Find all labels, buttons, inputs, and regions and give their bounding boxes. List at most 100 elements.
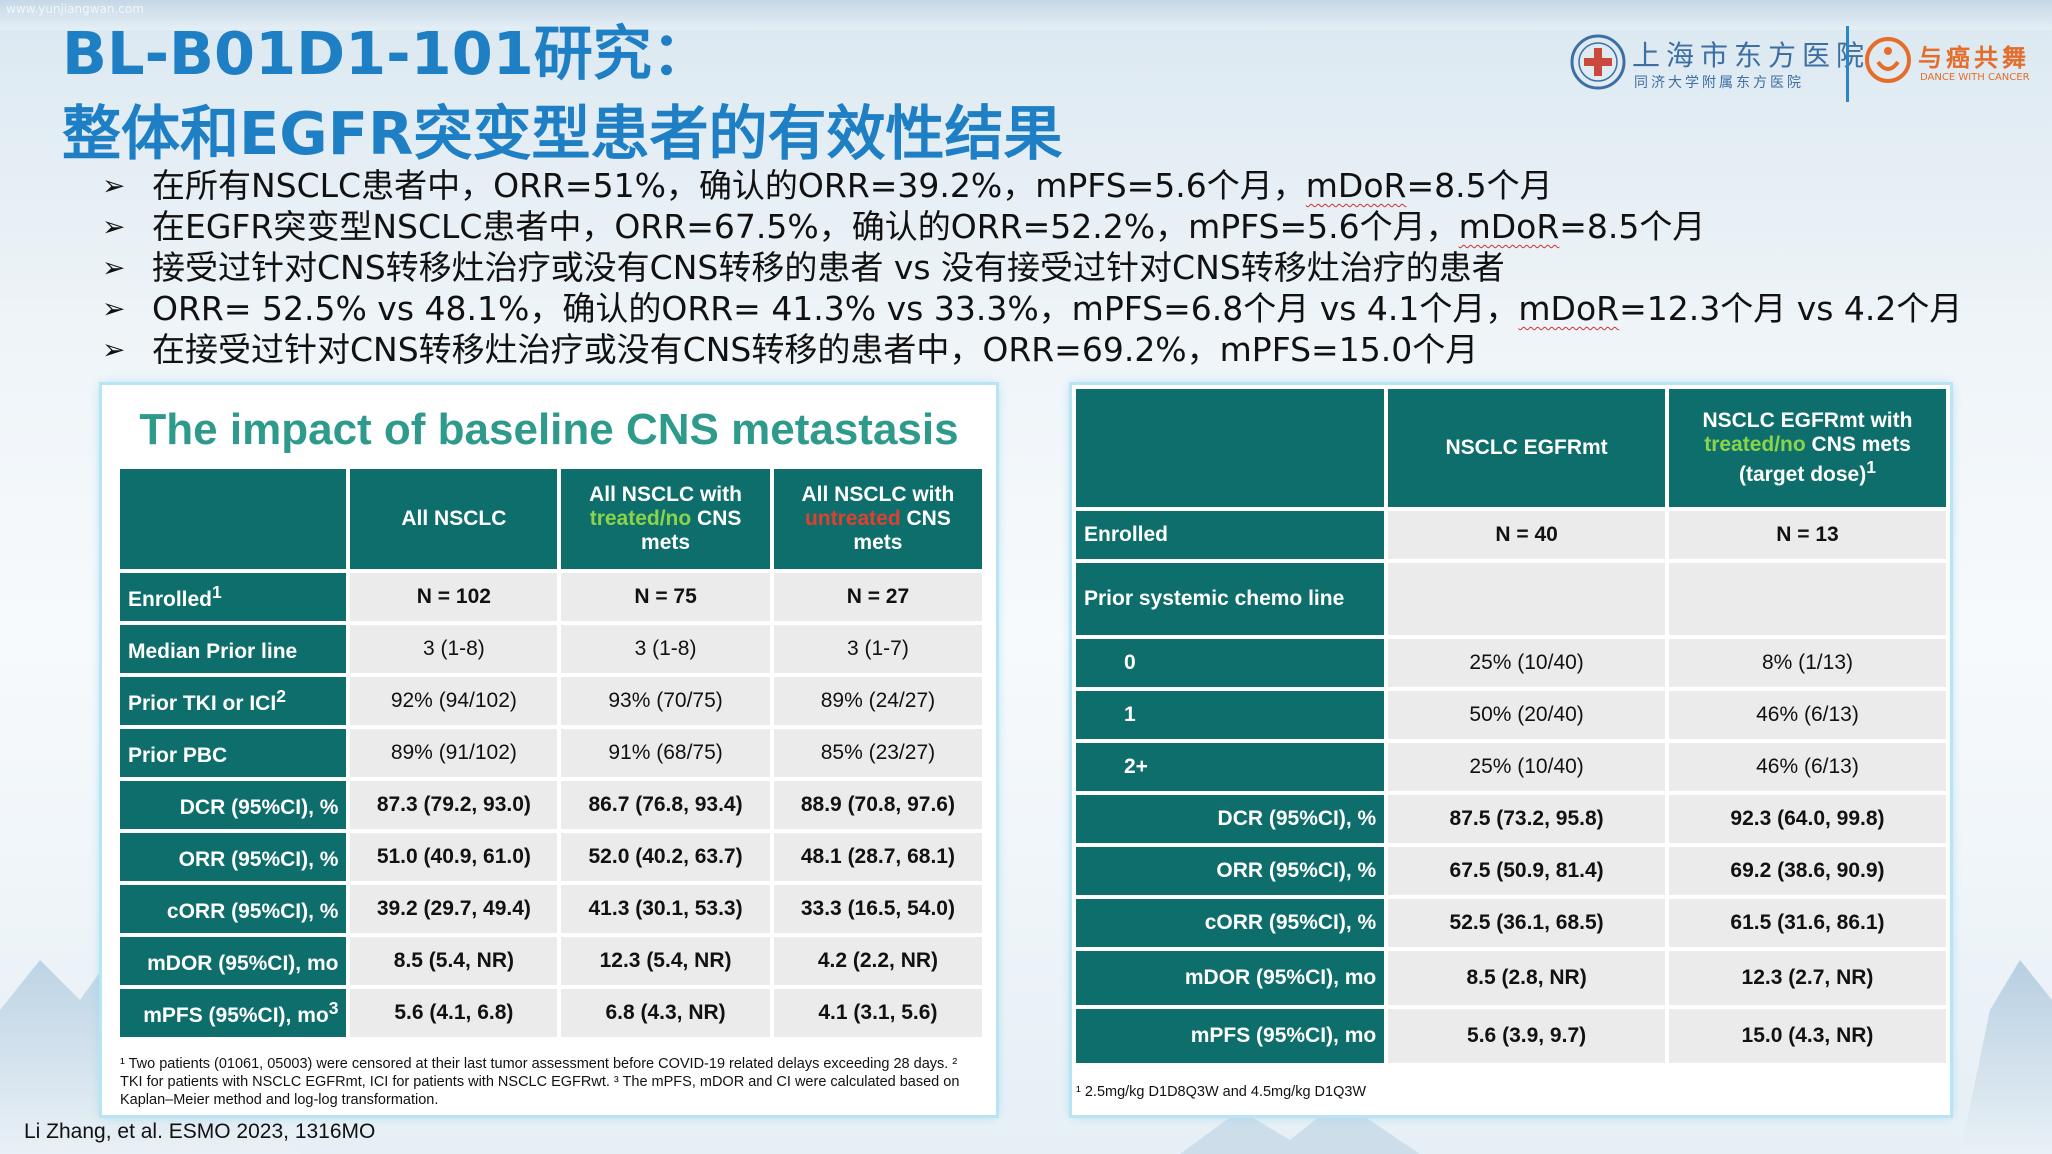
table-cell: 15.0 (4.3, NR)	[1668, 1009, 1946, 1063]
table-cell: N = 102	[350, 573, 558, 621]
table-cell: 67.5 (50.9, 81.4)	[1388, 847, 1665, 895]
table-row: DCR (95%CI), % 87.5 (73.2, 95.8) 92.3 (6…	[1076, 795, 1946, 843]
arrow-bullet-icon: ➢	[102, 251, 126, 284]
citation: Li Zhang, et al. ESMO 2023, 1316MO	[24, 1120, 376, 1143]
table-cell: 5.6 (3.9, 9.7)	[1388, 1009, 1665, 1063]
table-cell: 8% (1/13)	[1668, 639, 1946, 687]
row-label: cORR (95%CI), %	[120, 885, 347, 933]
table-cell: 41.3 (30.1, 53.3)	[561, 885, 770, 933]
row-label: DCR (95%CI), %	[120, 781, 347, 829]
bullet-item: ➢ 接受过针对CNS转移灶治疗或没有CNS转移的患者 vs 没有接受过针对CNS转…	[102, 248, 1505, 287]
table-cell: 25% (10/40)	[1388, 743, 1665, 791]
table-cell: 33.3 (16.5, 54.0)	[773, 885, 982, 933]
row-label: ORR (95%CI), %	[1076, 847, 1385, 895]
table-cell	[1668, 563, 1946, 635]
table-cell: N = 13	[1668, 511, 1946, 559]
table-row: Prior PBC 89% (91/102) 91% (68/75) 85% (…	[120, 729, 982, 777]
table-cell	[1388, 563, 1665, 635]
arrow-bullet-icon: ➢	[102, 169, 126, 202]
table-cell: 52.5 (36.1, 68.5)	[1388, 899, 1665, 947]
table-cell: 39.2 (29.7, 49.4)	[350, 885, 558, 933]
cns-impact-panel: The impact of baseline CNS metastasis Al…	[102, 385, 996, 1115]
table-row: mDOR (95%CI), mo 8.5 (2.8, NR) 12.3 (2.7…	[1076, 951, 1946, 1005]
table-cell: 52.0 (40.2, 63.7)	[561, 833, 770, 881]
arrow-bullet-icon: ➢	[102, 333, 126, 366]
cns-impact-table: All NSCLC All NSCLC with treated/no CNS m…	[116, 465, 986, 1041]
table-cell: 61.5 (31.6, 86.1)	[1668, 899, 1946, 947]
header-all-nsclc: All NSCLC	[350, 469, 558, 569]
table-cell: 48.1 (28.7, 68.1)	[773, 833, 982, 881]
egfr-panel: NSCLC EGFRmt NSCLC EGFRmt with treated/no…	[1072, 385, 1950, 1115]
table-row: mPFS (95%CI), mo3 5.6 (4.1, 6.8) 6.8 (4.…	[120, 989, 982, 1037]
watermark: www.yunjiangwan.com	[6, 2, 144, 16]
table-row: cORR (95%CI), % 52.5 (36.1, 68.5) 61.5 (…	[1076, 899, 1946, 947]
table-cell: N = 75	[561, 573, 770, 621]
table-row: Prior TKI or ICI2 92% (94/102) 93% (70/7…	[120, 677, 982, 725]
bullet-item: ➢ 在所有NSCLC患者中，ORR=51%，确认的ORR=39.2%，mPFS=5…	[102, 166, 1553, 205]
hospital-subname: 同济大学附属东方医院	[1634, 75, 1804, 91]
row-label: mDOR (95%CI), mo	[1076, 951, 1385, 1005]
row-label: Prior TKI or ICI2	[120, 677, 347, 725]
row-label: Prior systemic chemo line	[1076, 563, 1385, 635]
table-cell: 5.6 (4.1, 6.8)	[350, 989, 558, 1037]
table-cell: 87.3 (79.2, 93.0)	[350, 781, 558, 829]
dance-with-cancer-name: 与癌共舞	[1918, 44, 2030, 72]
row-label: Enrolled1	[120, 573, 347, 621]
table-cell: 51.0 (40.9, 61.0)	[350, 833, 558, 881]
table-cell: 46% (6/13)	[1668, 743, 1946, 791]
table-row: ORR (95%CI), % 51.0 (40.9, 61.0) 52.0 (4…	[120, 833, 982, 881]
table-cell: 50% (20/40)	[1388, 691, 1665, 739]
row-label: 0	[1076, 639, 1385, 687]
arrow-bullet-icon: ➢	[102, 292, 126, 325]
row-label: ORR (95%CI), %	[120, 833, 347, 881]
table-cell: 4.2 (2.2, NR)	[773, 937, 982, 985]
header-nsclc-egfrmt: NSCLC EGFRmt	[1388, 389, 1665, 507]
table-row: 1 50% (20/40) 46% (6/13)	[1076, 691, 1946, 739]
bullet-list: ➢ 在所有NSCLC患者中，ORR=51%，确认的ORR=39.2%，mPFS=5…	[102, 165, 1962, 370]
table-row: mPFS (95%CI), mo 5.6 (3.9, 9.7) 15.0 (4.…	[1076, 1009, 1946, 1063]
cns-impact-title: The impact of baseline CNS metastasis	[139, 405, 959, 454]
table-row: ORR (95%CI), % 67.5 (50.9, 81.4) 69.2 (3…	[1076, 847, 1946, 895]
header-corner-cell	[120, 469, 347, 569]
table-cell: 8.5 (2.8, NR)	[1388, 951, 1665, 1005]
slide-title: BL-B01D1-101研究： 整体和EGFR突变型患者的有效性结果	[62, 14, 1062, 174]
table-cell: 6.8 (4.3, NR)	[561, 989, 770, 1037]
table-cell: 12.3 (2.7, NR)	[1668, 951, 1946, 1005]
header-untreated-cns: All NSCLC with untreated CNS mets	[773, 469, 982, 569]
left-table-footnote: ¹ Two patients (01061, 05003) were censo…	[120, 1056, 960, 1108]
table-cell: 87.5 (73.2, 95.8)	[1388, 795, 1665, 843]
header-treated-cns: All NSCLC with treated/no CNS mets	[561, 469, 770, 569]
table-cell: 8.5 (5.4, NR)	[350, 937, 558, 985]
table-cell: 86.7 (76.8, 93.4)	[561, 781, 770, 829]
table-cell: 85% (23/27)	[773, 729, 982, 777]
dance-with-cancer-logo-icon	[1865, 37, 1911, 83]
table-cell: 46% (6/13)	[1668, 691, 1946, 739]
table-cell: 92.3 (64.0, 99.8)	[1668, 795, 1946, 843]
table-cell: 92% (94/102)	[350, 677, 558, 725]
logo-area: 上海市东方医院 同济大学附属东方医院 与癌共舞 DANCE WITH CANCE…	[1560, 26, 2030, 110]
table-cell: 3 (1-8)	[561, 625, 770, 673]
table-cell: 93% (70/75)	[561, 677, 770, 725]
hospital-seal-icon	[1570, 34, 1626, 90]
logo-divider	[1846, 26, 1849, 102]
table-cell: N = 40	[1388, 511, 1665, 559]
arrow-bullet-icon: ➢	[102, 210, 126, 243]
table-cell: 89% (24/27)	[773, 677, 982, 725]
row-label: Prior PBC	[120, 729, 347, 777]
hospital-name: 上海市东方医院	[1632, 39, 1871, 72]
table-cell: 3 (1-8)	[350, 625, 558, 673]
table-row: cORR (95%CI), % 39.2 (29.7, 49.4) 41.3 (…	[120, 885, 982, 933]
row-label: mDOR (95%CI), mo	[120, 937, 347, 985]
row-label: mPFS (95%CI), mo3	[120, 989, 347, 1037]
table-row: DCR (95%CI), % 87.3 (79.2, 93.0) 86.7 (7…	[120, 781, 982, 829]
row-label: Median Prior line	[120, 625, 347, 673]
bullet-item: ➢ ORR= 52.5% vs 48.1%，确认的ORR= 41.3% vs 33…	[102, 289, 1963, 328]
header-corner-cell	[1076, 389, 1385, 507]
table-cell: 12.3 (5.4, NR)	[561, 937, 770, 985]
table-header-row: NSCLC EGFRmt NSCLC EGFRmt with treated/no…	[1076, 389, 1946, 507]
table-header-row: All NSCLC All NSCLC with treated/no CNS m…	[120, 469, 982, 569]
table-cell: N = 27	[773, 573, 982, 621]
row-label: cORR (95%CI), %	[1076, 899, 1385, 947]
dance-with-cancer-subname: DANCE WITH CANCER	[1920, 72, 2030, 83]
table-cell: 89% (91/102)	[350, 729, 558, 777]
